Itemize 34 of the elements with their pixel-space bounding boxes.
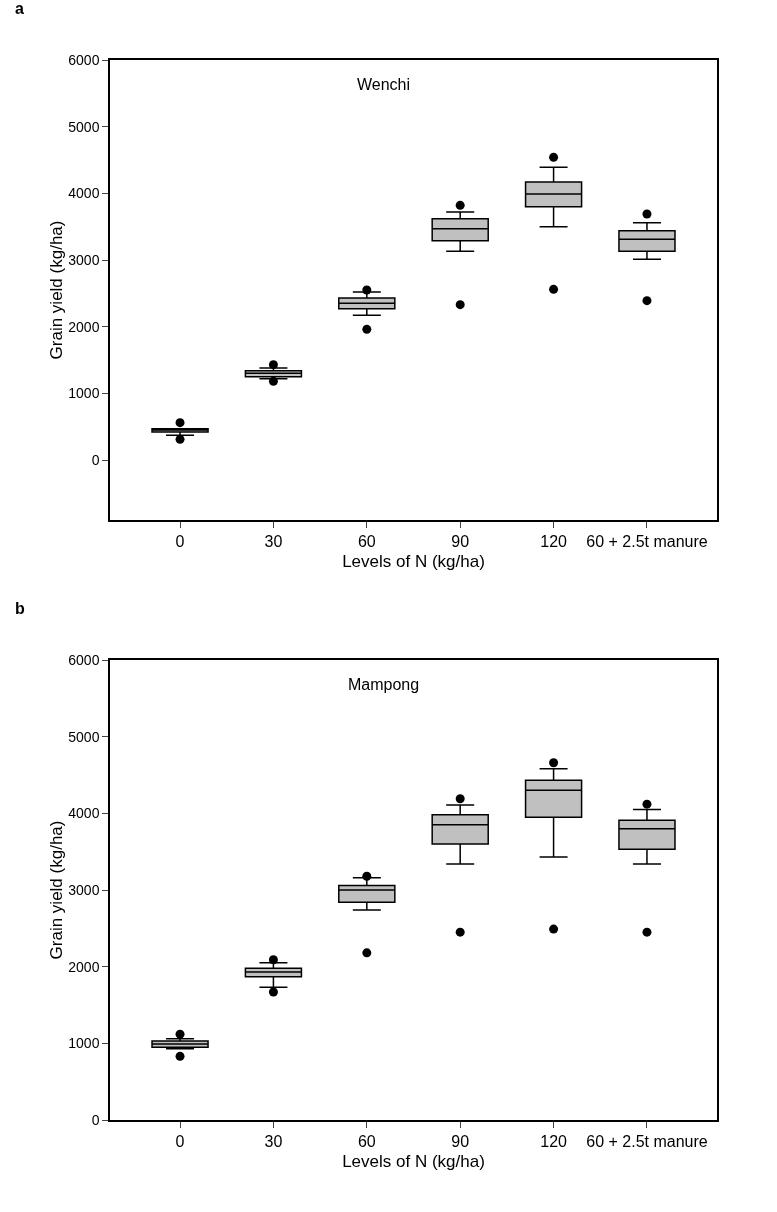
y-axis-title: Grain yield (kg/ha): [47, 220, 67, 360]
x-tick-label: 30: [264, 1132, 283, 1150]
x-tick-label: 0: [175, 532, 185, 550]
y-tick-label: 2000: [68, 958, 100, 975]
y-tick-label: 2000: [68, 318, 100, 335]
y-tick-label: 4000: [68, 185, 100, 202]
x-tick-label: 60: [357, 532, 376, 550]
y-tick-label: 6000: [68, 651, 100, 668]
text: Mampong: [348, 676, 420, 693]
y-tick-label: 1000: [68, 1035, 100, 1052]
y-axis-title: Grain yield (kg/ha): [47, 820, 67, 960]
y-tick-label: 1000: [68, 385, 100, 402]
y-tick-label: 0: [91, 451, 100, 468]
x-tick-label: 90: [451, 1132, 470, 1150]
chart-title: a: [15, 0, 24, 17]
x-tick-label: 60 + 2.5t manure: [586, 532, 708, 550]
y-tick-label: 3000: [68, 881, 100, 898]
y-tick-label: 5000: [68, 728, 100, 745]
chart-title: b: [15, 600, 25, 617]
y-tick-label: 5000: [68, 118, 100, 135]
y-tick-label: 3000: [68, 251, 100, 268]
x-tick-label: 0: [175, 1132, 185, 1150]
x-tick-label: 90: [451, 532, 470, 550]
y-tick-label: 6000: [68, 51, 100, 68]
x-axis-title: Levels of N (kg/ha): [342, 1151, 485, 1171]
x-axis-title: Levels of N (kg/ha): [342, 551, 485, 571]
x-tick-label: 60: [357, 1132, 376, 1150]
text: Wenchi: [357, 76, 411, 93]
y-tick-label: 4000: [68, 805, 100, 822]
x-tick-label: 60 + 2.5t manure: [586, 1132, 708, 1150]
x-tick-label: 30: [264, 532, 283, 550]
x-tick-label: 120: [540, 1132, 568, 1150]
x-tick-label: 120: [540, 532, 568, 550]
y-tick-label: 0: [91, 1111, 100, 1128]
